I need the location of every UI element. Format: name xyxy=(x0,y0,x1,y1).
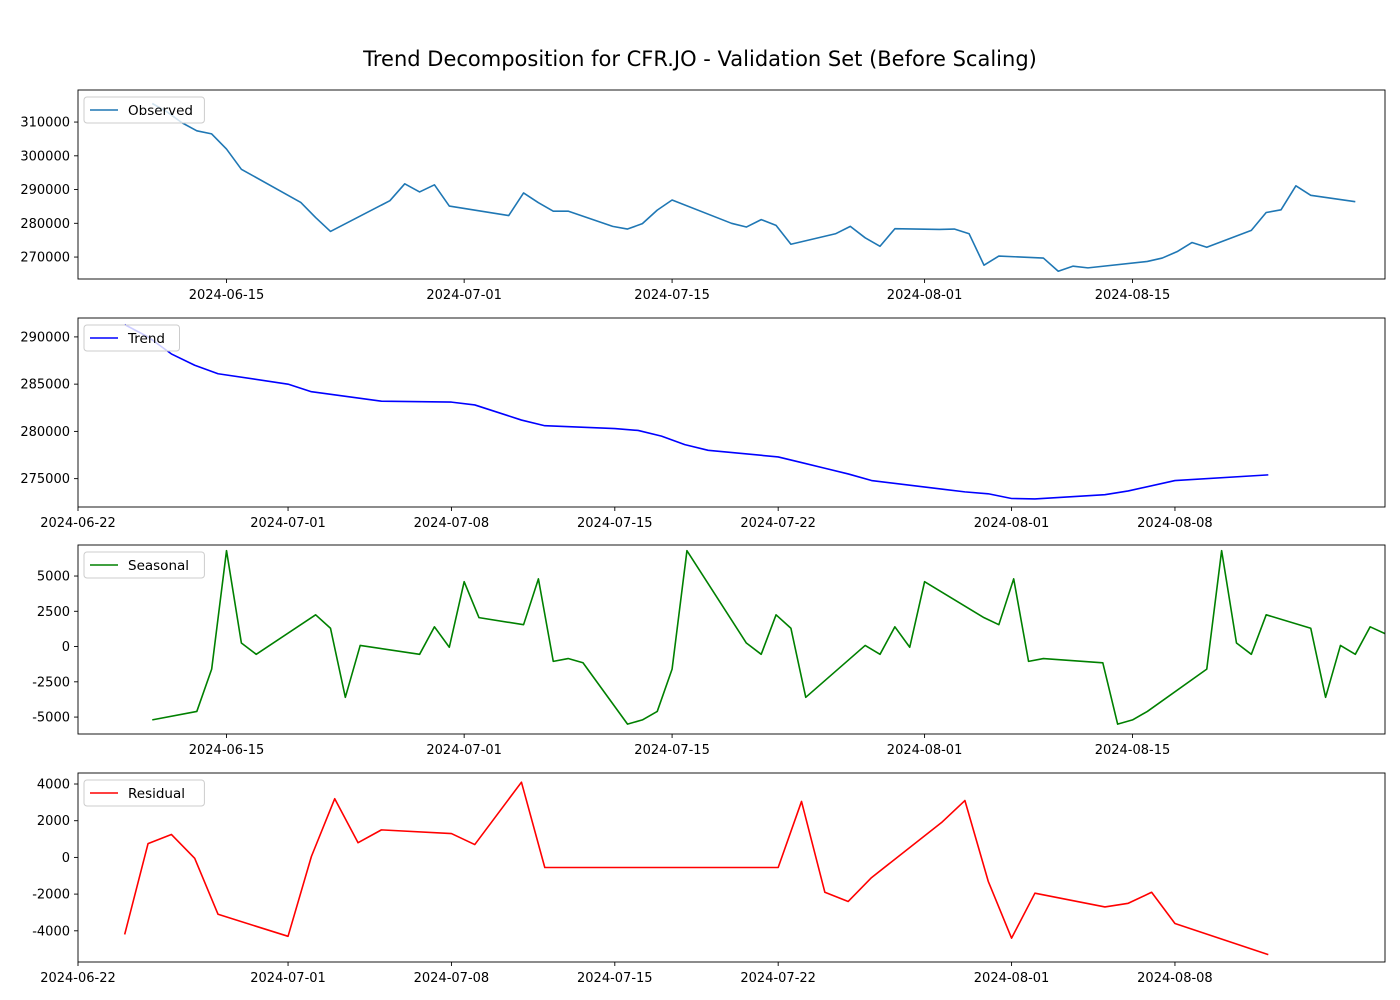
legend-box xyxy=(83,551,205,579)
x-tick-label: 2024-08-08 xyxy=(1137,516,1213,531)
x-tick-label: 2024-08-01 xyxy=(974,516,1050,531)
x-tick-label: 2024-06-15 xyxy=(189,288,265,303)
y-tick-label: 280000 xyxy=(20,217,70,232)
legend-box xyxy=(83,96,205,124)
y-tick-label: 4000 xyxy=(37,778,70,793)
legend-label: Observed xyxy=(128,103,193,119)
legend-label: Trend xyxy=(127,331,165,347)
legend: Seasonal xyxy=(83,551,205,579)
axes-frame xyxy=(77,89,1386,280)
x-tick-label: 2024-08-01 xyxy=(887,288,963,303)
x-tick-label: 2024-06-22 xyxy=(40,516,116,531)
axes-frame xyxy=(77,544,1386,735)
x-tick-label: 2024-08-08 xyxy=(1137,971,1213,986)
x-tick-label: 2024-06-22 xyxy=(40,971,116,986)
y-tick-label: 2500 xyxy=(37,605,70,620)
subplot-3: -5000 -2500 0 2500 5000 2024-06-15 2024-07-01 2… xyxy=(32,544,1386,758)
x-tick-label: 2024-07-22 xyxy=(740,971,816,986)
x-tick-label: 2024-07-08 xyxy=(414,516,490,531)
y-tick-label: -2000 xyxy=(32,888,70,903)
legend-box xyxy=(83,324,180,352)
subplot-2: 275000 280000 285000 290000 2024-06-22 2024-0… xyxy=(20,317,1386,531)
axes-frame xyxy=(77,317,1386,508)
legend: Trend xyxy=(83,324,180,352)
x-tick-label: 2024-07-15 xyxy=(634,743,710,758)
subplot-1: 270000 280000 290000 300000 310000 2024-06-15… xyxy=(20,89,1386,303)
y-tick-label: 0 xyxy=(62,851,70,866)
y-tick-label: 290000 xyxy=(20,183,70,198)
y-tick-label: 5000 xyxy=(37,570,70,585)
y-tick-label: 300000 xyxy=(20,149,70,164)
axes-frame xyxy=(77,772,1386,963)
y-tick-label: 0 xyxy=(62,640,70,655)
y-tick-label: -4000 xyxy=(32,924,70,939)
x-tick-label: 2024-08-01 xyxy=(974,971,1050,986)
legend-label: Residual xyxy=(128,786,185,802)
x-tick-label: 2024-07-15 xyxy=(577,971,653,986)
x-tick-label: 2024-08-15 xyxy=(1095,743,1171,758)
legend: Observed xyxy=(83,96,205,124)
x-tick-label: 2024-07-01 xyxy=(426,288,502,303)
chart-title: Trend Decomposition for CFR.JO - Validat… xyxy=(362,47,1037,71)
y-tick-label: 290000 xyxy=(20,330,70,345)
subplot-4: -4000 -2000 0 2000 4000 2024-06-22 2024-07-01 2… xyxy=(32,772,1386,986)
y-tick-label: 280000 xyxy=(20,425,70,440)
x-tick-label: 2024-07-01 xyxy=(250,971,326,986)
y-tick-label: 270000 xyxy=(20,251,70,266)
y-tick-label: 275000 xyxy=(20,472,70,487)
series-line-seasonal xyxy=(152,549,1385,725)
x-tick-label: 2024-07-01 xyxy=(426,743,502,758)
x-tick-label: 2024-07-22 xyxy=(740,516,816,531)
y-tick-label: -2500 xyxy=(32,675,70,690)
y-tick-label: 285000 xyxy=(20,378,70,393)
x-tick-label: 2024-06-15 xyxy=(189,743,265,758)
legend: Residual xyxy=(83,779,205,807)
x-tick-label: 2024-08-15 xyxy=(1095,288,1171,303)
legend-label: Seasonal xyxy=(128,558,189,574)
y-tick-label: -5000 xyxy=(32,711,70,726)
y-tick-label: 310000 xyxy=(20,116,70,131)
x-tick-label: 2024-07-01 xyxy=(250,516,326,531)
x-tick-label: 2024-07-15 xyxy=(577,516,653,531)
y-tick-label: 2000 xyxy=(37,814,70,829)
x-tick-label: 2024-07-08 xyxy=(414,971,490,986)
legend-box xyxy=(83,779,205,807)
series-line-observed xyxy=(151,102,1356,273)
series-line-trend xyxy=(124,323,1269,500)
x-tick-label: 2024-08-01 xyxy=(887,743,963,758)
x-tick-label: 2024-07-15 xyxy=(634,288,710,303)
series-line-residual xyxy=(123,781,1269,956)
